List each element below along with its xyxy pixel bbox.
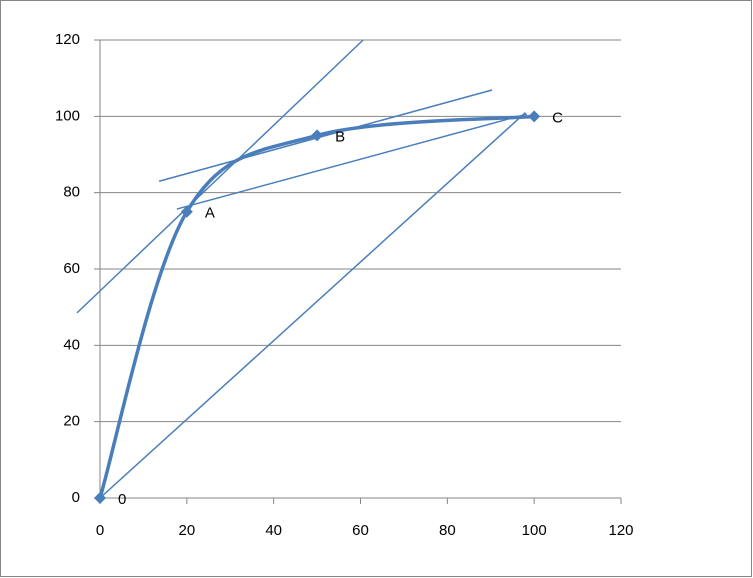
x-tick-label: 120 xyxy=(608,522,633,539)
reference-line xyxy=(176,113,527,210)
y-tick-label: 0 xyxy=(72,489,80,506)
marker xyxy=(528,110,541,123)
x-tick-label: 60 xyxy=(352,522,369,539)
reference-line xyxy=(158,89,493,182)
curve xyxy=(98,114,535,499)
point-label: C xyxy=(552,109,563,126)
y-tick-label: 60 xyxy=(63,260,80,277)
x-tick-label: 80 xyxy=(439,522,456,539)
x-tick-label: 40 xyxy=(265,522,282,539)
reference-line xyxy=(76,39,364,314)
y-tick-label: 20 xyxy=(63,413,80,430)
y-tick-label: 40 xyxy=(63,336,80,353)
y-tick-label: 120 xyxy=(55,31,80,48)
marker xyxy=(94,492,106,504)
y-tick-label: 80 xyxy=(63,184,80,201)
y-tick-label: 100 xyxy=(55,107,80,124)
x-tick-label: 100 xyxy=(522,522,547,539)
point-label: 0 xyxy=(118,491,126,508)
point-label: A xyxy=(205,205,215,222)
marker xyxy=(180,205,193,218)
x-tick-label: 0 xyxy=(96,522,104,539)
x-tick-label: 20 xyxy=(178,522,195,539)
marker xyxy=(311,129,324,142)
reference-line xyxy=(99,111,526,499)
point-label: B xyxy=(335,128,345,145)
